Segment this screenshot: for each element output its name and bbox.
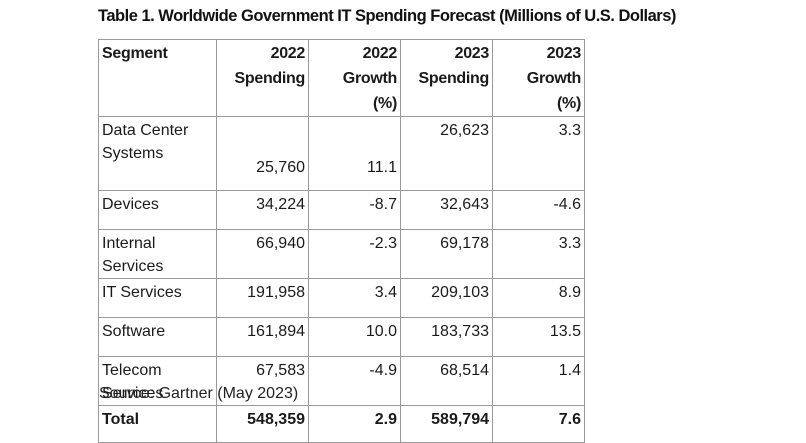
header-2023-spending: 2023 Spending <box>400 39 493 117</box>
growth-2023-cell: 13.5 <box>492 317 585 357</box>
table-row: IT Services 191,958 3.4 209,103 8.9 <box>98 278 585 318</box>
table-row: Software 161,894 10.0 183,733 13.5 <box>98 317 585 357</box>
segment-cell: Data Center Systems <box>98 116 217 191</box>
header-segment: Segment <box>98 39 217 117</box>
spend-2023-cell: 26,623 <box>400 116 493 191</box>
segment-cell: Software <box>98 317 217 357</box>
growth-2022-cell: 10.0 <box>308 317 401 357</box>
spend-2022-cell: 67,583 <box>216 356 309 406</box>
growth-2023-cell: -4.6 <box>492 190 585 230</box>
spending-table: Segment 2022 Spending 2022 Growth (%) 2023… <box>98 39 585 443</box>
total-spend-2023-cell: 589,794 <box>400 405 493 443</box>
total-label-cell: Total <box>98 405 217 443</box>
table-title: Table 1. Worldwide Government IT Spendin… <box>98 7 676 25</box>
spend-2023-cell: 183,733 <box>400 317 493 357</box>
segment-cell: Telecom Services <box>98 356 217 406</box>
growth-2022-cell: -8.7 <box>308 190 401 230</box>
spend-2022-cell: 191,958 <box>216 278 309 318</box>
spend-2023-cell: 32,643 <box>400 190 493 230</box>
growth-2022-cell: -4.9 <box>308 356 401 406</box>
growth-2023-cell: 8.9 <box>492 278 585 318</box>
spend-2023-cell: 69,178 <box>400 229 493 279</box>
growth-2023-cell: 1.4 <box>492 356 585 406</box>
segment-cell: Devices <box>98 190 217 230</box>
segment-cell: IT Services <box>98 278 217 318</box>
spend-2022-cell: 161,894 <box>216 317 309 357</box>
table-row: Internal Services 66,940 -2.3 69,178 3.3 <box>98 229 585 279</box>
table-row: Data Center Systems 25,760 11.1 26,623 3… <box>98 116 585 191</box>
growth-2022-cell: 11.1 <box>308 116 401 191</box>
spend-2022-cell: 66,940 <box>216 229 309 279</box>
total-growth-2023-cell: 7.6 <box>492 405 585 443</box>
source-note: Source: Gartner (May 2023) <box>99 385 299 402</box>
growth-2022-cell: -2.3 <box>308 229 401 279</box>
header-2023-growth: 2023 Growth (%) <box>492 39 585 117</box>
total-row: Total 548,359 2.9 589,794 7.6 <box>98 405 585 443</box>
total-spend-2022-cell: 548,359 <box>216 405 309 443</box>
growth-2023-cell: 3.3 <box>492 229 585 279</box>
header-row: Segment 2022 Spending 2022 Growth (%) 2023… <box>98 39 585 117</box>
header-2022-growth: 2022 Growth (%) <box>308 39 401 117</box>
spend-2023-cell: 209,103 <box>400 278 493 318</box>
growth-2022-cell: 3.4 <box>308 278 401 318</box>
table-row: Telecom Services 67,583 -4.9 68,514 1.4 <box>98 356 585 406</box>
spend-2022-cell: 25,760 <box>216 116 309 191</box>
growth-2023-cell: 3.3 <box>492 116 585 191</box>
spend-2022-cell: 34,224 <box>216 190 309 230</box>
table-row: Devices 34,224 -8.7 32,643 -4.6 <box>98 190 585 230</box>
spend-2023-cell: 68,514 <box>400 356 493 406</box>
segment-cell: Internal Services <box>98 229 217 279</box>
total-growth-2022-cell: 2.9 <box>308 405 401 443</box>
header-2022-spending: 2022 Spending <box>216 39 309 117</box>
